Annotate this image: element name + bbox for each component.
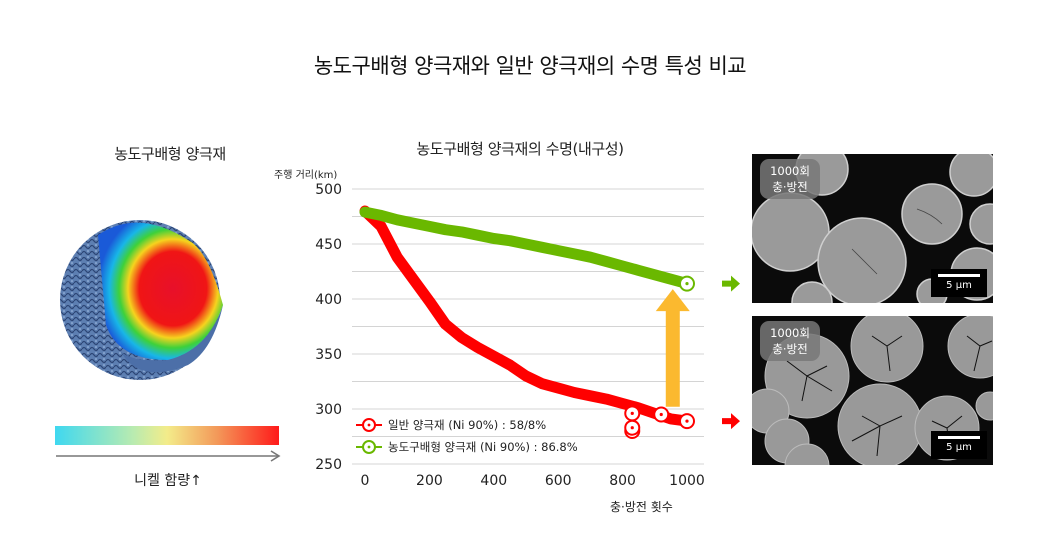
scale-bar: 5 μm [931,431,987,459]
scatter-marker-dot [659,412,663,417]
x-tick-label: 200 [416,473,443,489]
x-tick-label: 600 [545,473,572,489]
legend-label: 일반 양극재 (Ni 90%) : 58/8% [388,418,546,432]
legend-marker-dot [367,423,371,427]
arrow-to-sem-top-icon [722,275,740,292]
legend-marker-dot [367,445,371,449]
legend-label: 농도구배형 양극재 (Ni 90%) : 86.8% [388,440,578,454]
cycle-count-badge: 1000회 충·방전 [760,159,820,199]
sem-image-conventional: 1000회 충·방전 5 μm [752,316,993,465]
x-tick-label: 400 [480,473,507,489]
concentration-gradient-particle-image [60,220,223,380]
x-tick-label: 0 [361,473,370,489]
sem-image-concentration-gradient: 1000회 충·방전 5 μm [752,154,993,303]
scatter-marker-dot [630,426,634,430]
end-marker-conventional-dot [685,419,689,423]
nickel-increase-arrow-icon [56,450,281,462]
y-axis-label: 주행 거리(km) [274,170,338,181]
series-line-gradient [359,206,693,290]
x-axis-label: 충·방전 횟수 [610,500,673,514]
y-tick-label: 400 [315,292,342,308]
y-tick-label: 250 [315,457,342,473]
y-tick-label: 500 [315,182,342,198]
sem-particles-intact [752,154,993,303]
end-marker-gradient-dot [685,282,689,286]
y-tick-label: 350 [315,347,342,363]
improvement-arrow-icon [655,289,690,407]
lifetime-chart: 250 300 350 400 450 500 0 200 400 600 800 1000 일반 양극… [315,182,740,489]
y-tick-label: 300 [315,402,342,418]
cycle-count-badge: 1000회 충·방전 [760,321,820,361]
x-tick-label: 1000 [669,473,705,489]
scatter-marker-dot [630,411,634,415]
scale-bar: 5 μm [931,269,987,297]
y-tick-label: 450 [315,237,342,253]
arrow-to-sem-bottom-icon [722,413,740,430]
main-title: 농도구배형 양극재와 일반 양극재의 수명 특성 비교 [313,54,747,78]
chart-title: 농도구배형 양극재의 수명(내구성) [416,140,624,158]
nickel-colorbar [55,426,279,445]
x-tick-label: 800 [609,473,636,489]
nickel-content-label: 니켈 함량↑ [134,473,202,489]
left-panel-title: 농도구배형 양극재 [114,145,226,163]
